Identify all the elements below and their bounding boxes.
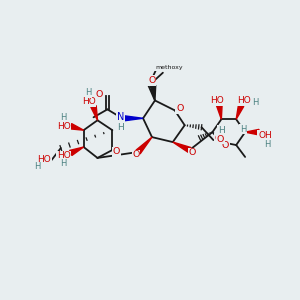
Text: O: O bbox=[96, 90, 103, 99]
Text: HO: HO bbox=[57, 122, 71, 131]
Text: H: H bbox=[61, 159, 67, 168]
Text: HO: HO bbox=[237, 96, 251, 105]
Polygon shape bbox=[70, 124, 84, 130]
Text: O: O bbox=[222, 140, 229, 149]
Text: H: H bbox=[117, 123, 124, 132]
Text: H: H bbox=[240, 125, 246, 134]
Text: O: O bbox=[189, 148, 196, 158]
Text: H: H bbox=[252, 98, 258, 107]
Text: HO: HO bbox=[211, 96, 224, 105]
Text: O: O bbox=[215, 134, 222, 142]
Polygon shape bbox=[217, 105, 222, 119]
Text: H: H bbox=[61, 113, 67, 122]
Text: H: H bbox=[218, 126, 225, 135]
Text: HO: HO bbox=[82, 97, 95, 106]
Text: methoxy: methoxy bbox=[155, 65, 183, 70]
Polygon shape bbox=[173, 142, 191, 152]
Text: O: O bbox=[132, 151, 140, 160]
Text: O: O bbox=[217, 135, 224, 144]
Polygon shape bbox=[136, 137, 152, 154]
Polygon shape bbox=[91, 106, 98, 120]
Polygon shape bbox=[236, 104, 244, 119]
Text: O: O bbox=[112, 148, 120, 157]
Text: N: N bbox=[117, 112, 124, 122]
Text: HO: HO bbox=[57, 152, 71, 160]
Text: H: H bbox=[264, 140, 270, 148]
Polygon shape bbox=[150, 85, 156, 100]
Polygon shape bbox=[245, 129, 259, 135]
Text: O: O bbox=[148, 76, 156, 85]
Text: O: O bbox=[147, 76, 155, 85]
Text: OH: OH bbox=[258, 130, 272, 140]
Polygon shape bbox=[70, 147, 84, 155]
Text: H: H bbox=[34, 162, 40, 171]
Text: H: H bbox=[85, 88, 92, 97]
Text: O: O bbox=[176, 104, 183, 113]
Polygon shape bbox=[122, 116, 143, 121]
Text: HO: HO bbox=[37, 155, 51, 164]
